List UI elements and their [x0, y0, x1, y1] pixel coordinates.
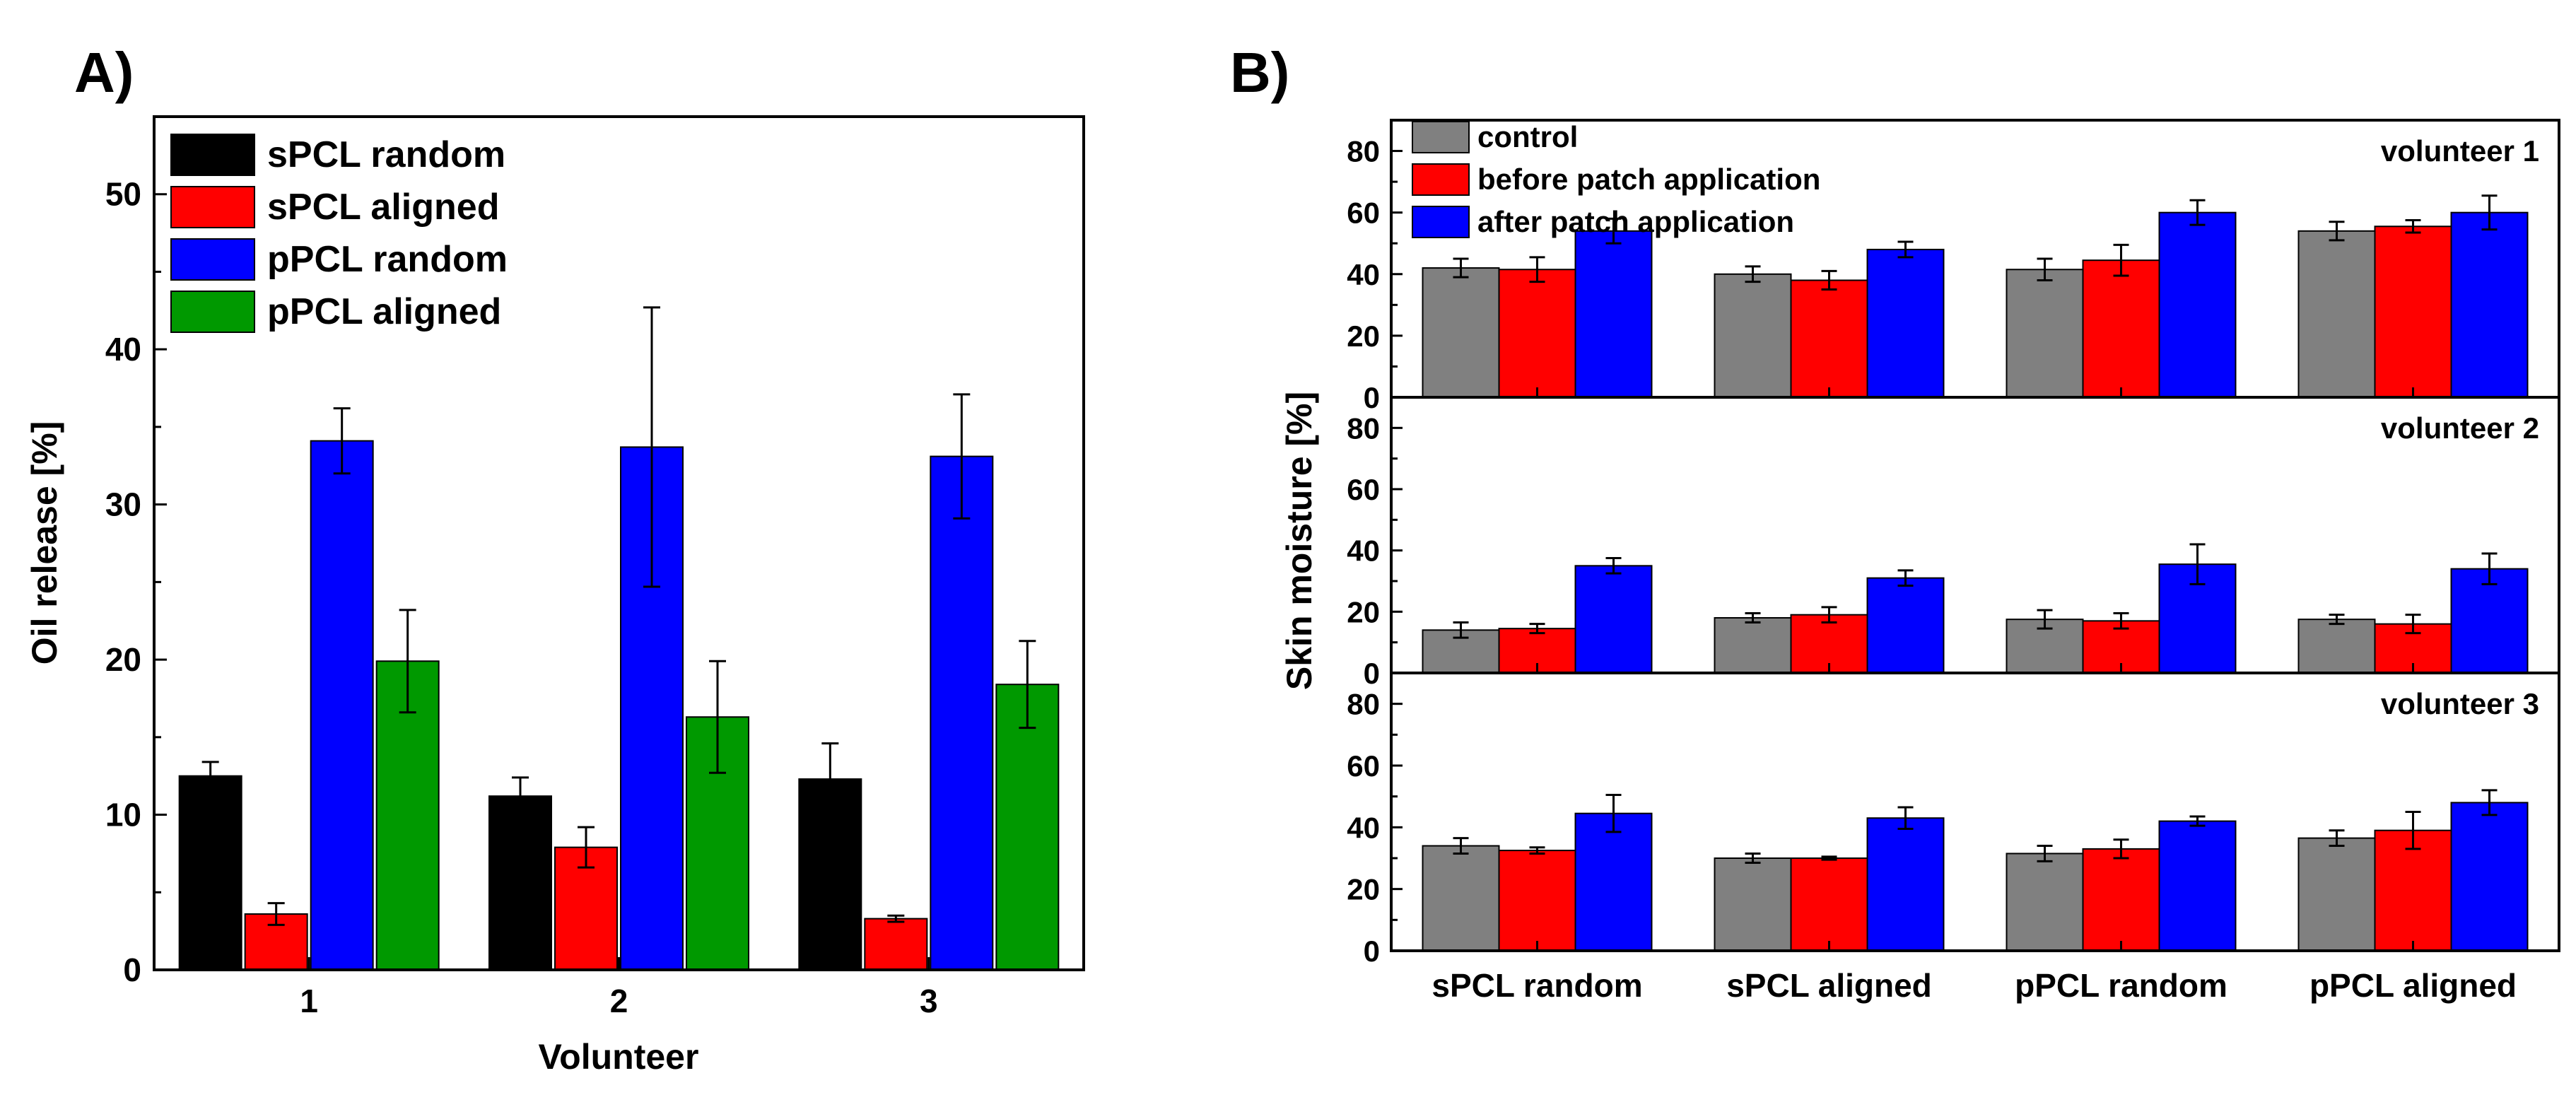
panel-b-label: B) [1230, 41, 1289, 104]
panel-b-bar-v1-after-patch-application-sPCL-aligned [1866, 248, 1945, 398]
panel-b-bar-v1-before-patch-application-pPCL-aligned [2374, 226, 2452, 398]
panel-a-legend-label: pPCL random [267, 239, 508, 280]
panel-a-legend-label: sPCL aligned [267, 187, 499, 228]
panel-b-bar-v1-control-sPCL-aligned [1714, 273, 1792, 398]
panel-a-label: A) [74, 41, 134, 104]
panel-a-ytick-label: 50 [105, 176, 141, 213]
panel-a-x-axis-title: Volunteer [539, 1037, 699, 1077]
panel-b-ytick-label: 80 [1347, 411, 1380, 445]
panel-b-subplot-volunteer-3: 0 20 40 60 80 volunteer 3 [1347, 672, 2560, 968]
panel-b-bar-v1-after-patch-application-pPCL-random [2158, 211, 2237, 398]
panel-b-ytick-label: 0 [1364, 657, 1380, 690]
panel-a-legend-swatch [170, 186, 255, 228]
panel-b-bar-v3-control-sPCL-aligned [1714, 857, 1792, 951]
panel-b-bar-v2-after-patch-application-sPCL-aligned [1866, 577, 1945, 674]
panel-b-ytick-label: 60 [1347, 197, 1380, 230]
panel-b-xtick-label: sPCL aligned [1726, 967, 1932, 1004]
panel-b-legend-swatch [1412, 121, 1470, 153]
panel-b-legend-label: control [1477, 120, 1578, 153]
panel-a-xtick-label: 2 [610, 983, 628, 1019]
panel-b-ytick-label: 20 [1347, 595, 1380, 628]
panel-b-bar-v3-before-patch-application-sPCL-random [1498, 850, 1576, 952]
panel-a-ytick-label: 0 [123, 951, 141, 988]
panel-b-bar-v1-control-sPCL-random [1422, 267, 1500, 399]
panel-b-legend-label: after patch application [1477, 205, 1794, 238]
panel-b-bar-v3-control-pPCL-random [2006, 853, 2084, 951]
panel-a-bar-spcl-random-1 [178, 775, 242, 971]
panel-b-ytick-label: 40 [1347, 811, 1380, 844]
panel-b-ytick-label: 20 [1347, 873, 1380, 906]
panel-b-legend-label: before patch application [1477, 163, 1820, 196]
panel-b-bar-v3-after-patch-application-pPCL-aligned [2450, 802, 2529, 952]
panel-a-bar-ppcl-random-1 [310, 440, 374, 971]
panel-a-ytick-label: 20 [105, 641, 141, 678]
panel-b-bar-v3-control-pPCL-aligned [2297, 837, 2376, 952]
panel-b-bar-v1-before-patch-application-sPCL-random [1498, 269, 1576, 398]
panel-b-xtick-label: pPCL random [2015, 967, 2227, 1004]
panel-a-legend-swatch [170, 291, 255, 333]
panel-a-legend-label: sPCL random [267, 134, 505, 175]
panel-b-ytick-label: 40 [1347, 258, 1380, 291]
panel-a-oil-release-chart: A) 0 10 20 30 40 50 1 2 3 Volunteer Oil release… [25, 41, 1085, 1077]
panel-b-bar-v2-control-sPCL-aligned [1714, 617, 1792, 674]
panel-a-ytick-label: 40 [105, 331, 141, 368]
panel-b-ytick-label: 60 [1347, 473, 1380, 506]
panel-b-ytick-label: 0 [1364, 935, 1380, 968]
panel-b-skin-moisture-chart: B) 0 20 40 60 80 volunteer 1 0 20 40 60 80 voluntee… [1230, 41, 2560, 1004]
panel-b-subplot-volunteer-1: 0 20 40 60 80 volunteer 1 [1347, 119, 2560, 414]
panel-b-bar-v2-control-pPCL-aligned [2297, 619, 2376, 674]
panel-b-bar-v1-after-patch-application-pPCL-aligned [2450, 211, 2529, 398]
panel-b-subplot-title: volunteer 2 [2381, 411, 2539, 445]
panel-a-legend: sPCL random sPCL aligned pPCL random pPCL a… [170, 134, 508, 333]
panel-b-bar-v3-before-patch-application-sPCL-aligned [1790, 857, 1868, 951]
panel-b-subplot-title: volunteer 1 [2381, 134, 2539, 168]
panel-a-y-axis-title: Oil release [%] [25, 421, 64, 665]
panel-a-legend-label: pPCL aligned [267, 291, 501, 332]
panel-b-ytick-label: 80 [1347, 688, 1380, 721]
panel-a-legend-swatch [170, 238, 255, 281]
panel-b-ytick-label: 40 [1347, 534, 1380, 568]
panel-b-bar-v2-after-patch-application-sPCL-random [1574, 565, 1653, 674]
panel-b-bar-v1-before-patch-application-pPCL-random [2082, 259, 2160, 398]
panel-b-y-axis-title: Skin moisture [%] [1280, 392, 1319, 690]
panel-b-xtick-label: pPCL aligned [2309, 967, 2517, 1004]
panel-b-bar-v1-before-patch-application-sPCL-aligned [1790, 279, 1868, 398]
panel-a-bar-spcl-aligned-3 [864, 918, 928, 971]
panel-a-ytick-label: 30 [105, 486, 141, 523]
panel-b-xtick-label: sPCL random [1432, 967, 1642, 1004]
panel-b-bar-v3-after-patch-application-sPCL-aligned [1866, 817, 1945, 951]
panel-a-xtick-label: 1 [300, 983, 318, 1019]
panel-b-subplot-volunteer-2: 0 20 40 60 80 volunteer 2 [1347, 396, 2560, 690]
panel-b-ytick-label: 80 [1347, 135, 1380, 168]
panel-a-legend-swatch [170, 134, 255, 176]
panel-b-ytick-label: 0 [1364, 381, 1380, 414]
panel-b-legend-swatch [1412, 163, 1470, 196]
panel-a-ytick-label: 10 [105, 797, 141, 833]
panel-a-bar-ppcl-random-3 [930, 455, 994, 971]
panel-a-bar-spcl-random-2 [488, 795, 552, 971]
panel-b-subplot-title: volunteer 3 [2381, 687, 2539, 720]
panel-b-bar-v2-after-patch-application-pPCL-aligned [2450, 568, 2529, 674]
panel-b-ytick-label: 60 [1347, 749, 1380, 783]
panel-b-legend-swatch [1412, 206, 1470, 238]
panel-b-bar-v3-after-patch-application-pPCL-random [2158, 820, 2237, 951]
panel-b-subplot-frame [1390, 672, 2560, 952]
panel-b-bar-v3-control-sPCL-random [1422, 845, 1500, 951]
panel-b-legend: control before patch application after pat… [1412, 120, 1820, 238]
panel-b-bar-v3-after-patch-application-sPCL-random [1574, 812, 1653, 952]
panel-a-bar-ppcl-aligned-3 [995, 684, 1060, 971]
panel-b-bar-v1-control-pPCL-aligned [2297, 230, 2376, 398]
panel-b-ytick-label: 20 [1347, 320, 1380, 353]
panel-a-xtick-label: 3 [920, 983, 938, 1019]
panel-b-bar-v3-before-patch-application-pPCL-random [2082, 848, 2160, 952]
panel-b-bar-v1-control-pPCL-random [2006, 269, 2084, 398]
panel-b-bar-v1-after-patch-application-sPCL-random [1574, 230, 1653, 398]
